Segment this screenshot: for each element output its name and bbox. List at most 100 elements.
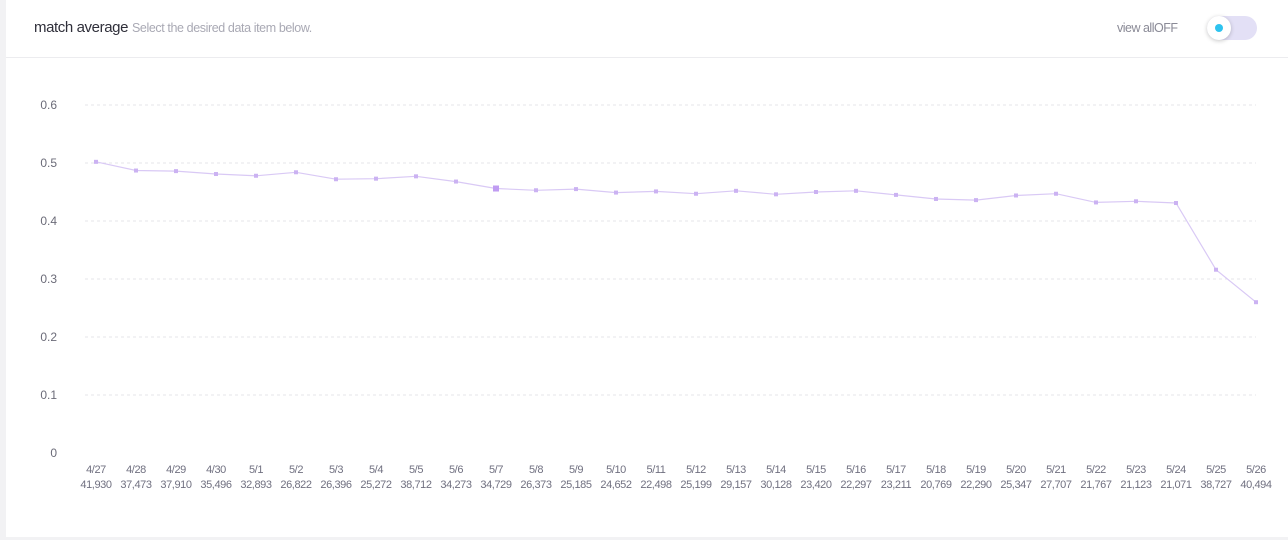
data-point [1214, 267, 1218, 272]
data-point [1014, 193, 1018, 198]
x-tick-label: 5/9 [569, 464, 583, 476]
x-tick-label: 5/7 [489, 464, 503, 476]
x-tick-label: 5/23 [1126, 464, 1146, 476]
x-tick-count: 22,498 [640, 479, 672, 491]
y-tick-label: 0.1 [40, 388, 57, 402]
data-point [454, 179, 458, 184]
x-tick-label: 5/24 [1166, 464, 1186, 476]
x-tick-count: 34,273 [440, 479, 472, 491]
x-tick-count: 22,290 [960, 479, 992, 491]
data-point [774, 192, 778, 197]
data-point [574, 187, 578, 192]
card-header: match average Select the desired data it… [6, 0, 1288, 58]
data-point [654, 189, 658, 194]
x-tick-count: 37,910 [160, 479, 192, 491]
x-tick-label: 5/2 [289, 464, 303, 476]
data-point [974, 198, 978, 203]
x-tick-count: 21,767 [1080, 479, 1112, 491]
data-point [294, 170, 298, 175]
x-tick-count: 30,128 [760, 479, 792, 491]
x-tick-count: 32,893 [240, 479, 272, 491]
x-tick-label: 4/28 [126, 464, 146, 476]
x-tick-label: 5/5 [409, 464, 423, 476]
x-tick-label: 5/14 [766, 464, 786, 476]
data-point [614, 190, 618, 195]
x-tick-count: 23,211 [881, 479, 912, 491]
data-point [414, 174, 418, 179]
data-point [334, 177, 338, 182]
chart-subtitle: Select the desired data item below. [132, 21, 312, 35]
x-tick-label: 4/27 [86, 464, 106, 476]
x-tick-count: 23,420 [800, 479, 832, 491]
x-tick-count: 27,707 [1040, 479, 1072, 491]
y-tick-label: 0 [50, 446, 57, 460]
x-tick-count: 21,123 [1120, 479, 1152, 491]
data-point [134, 168, 138, 173]
x-tick-count: 22,297 [840, 479, 872, 491]
chart-card: match average Select the desired data it… [6, 0, 1288, 537]
y-tick-label: 0.6 [40, 98, 57, 112]
data-point [1134, 199, 1138, 204]
data-point [814, 190, 818, 194]
view-all-label[interactable]: view allOFF [1117, 21, 1178, 35]
x-tick-label: 5/13 [726, 464, 746, 476]
data-point [1174, 201, 1178, 206]
x-tick-count: 37,473 [120, 479, 152, 491]
x-tick-count: 20,769 [920, 479, 952, 491]
x-tick-count: 25,199 [680, 479, 712, 491]
data-point [174, 169, 178, 174]
data-point [534, 188, 538, 193]
x-tick-label: 5/21 [1046, 464, 1066, 476]
x-tick-label: 5/19 [966, 464, 986, 476]
toggle-dot-icon [1215, 24, 1223, 32]
x-tick-count: 29,157 [720, 479, 752, 491]
data-point [374, 176, 378, 181]
data-point [214, 172, 218, 177]
x-tick-label: 5/3 [329, 464, 343, 476]
view-all-toggle[interactable] [1207, 16, 1257, 40]
data-point [694, 191, 698, 196]
data-point [734, 188, 738, 193]
data-point [1094, 200, 1098, 205]
y-tick-label: 0.5 [40, 156, 57, 170]
x-tick-count: 35,496 [200, 479, 232, 491]
x-tick-count: 25,272 [360, 479, 392, 491]
x-tick-label: 5/17 [886, 464, 906, 476]
x-tick-label: 5/22 [1086, 464, 1106, 476]
x-tick-label: 4/30 [206, 464, 226, 476]
data-point [894, 192, 898, 197]
x-tick-label: 5/6 [449, 464, 463, 476]
y-tick-label: 0.2 [40, 330, 57, 344]
y-tick-label: 0.3 [40, 272, 57, 286]
x-tick-count: 25,185 [560, 479, 592, 491]
data-point [854, 188, 858, 193]
x-tick-count: 34,729 [480, 479, 512, 491]
toggle-knob[interactable] [1207, 16, 1231, 40]
series-line [95, 161, 1257, 303]
chart-title: match average [34, 19, 129, 36]
x-tick-label: 5/12 [686, 464, 706, 476]
x-tick-count: 21,071 [1160, 479, 1192, 491]
x-tick-label: 5/8 [529, 464, 543, 476]
x-tick-count: 26,396 [320, 479, 352, 491]
x-tick-label: 5/16 [846, 464, 866, 476]
x-tick-label: 5/26 [1246, 464, 1266, 476]
x-tick-label: 5/1 [249, 464, 263, 476]
x-tick-count: 26,822 [280, 479, 312, 491]
x-tick-count: 41,930 [80, 479, 112, 491]
x-tick-label: 5/25 [1206, 464, 1226, 476]
x-tick-count: 38,727 [1200, 479, 1232, 491]
x-tick-label: 5/20 [1006, 464, 1026, 476]
x-tick-label: 5/11 [647, 464, 666, 476]
x-tick-count: 24,652 [600, 479, 632, 491]
data-point [254, 173, 258, 178]
data-point [1054, 191, 1058, 196]
data-point-highlighted [493, 185, 499, 192]
data-point [94, 159, 98, 164]
x-tick-count: 38,712 [400, 479, 432, 491]
y-tick-label: 0.4 [40, 214, 57, 228]
x-tick-label: 4/29 [166, 464, 186, 476]
x-tick-count: 25,347 [1000, 479, 1032, 491]
data-point [1254, 300, 1258, 305]
